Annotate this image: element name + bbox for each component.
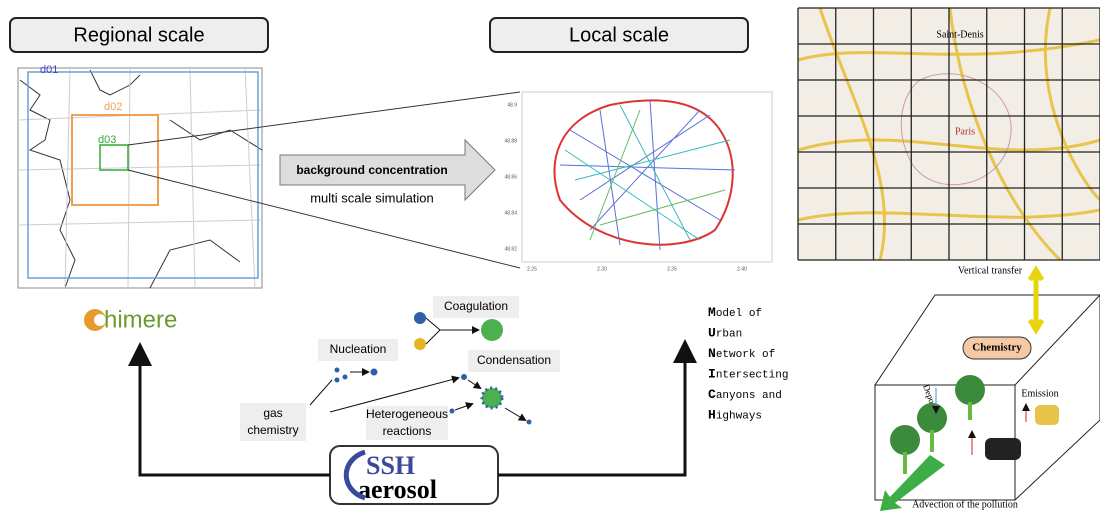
- ssh-label: SSH: [366, 451, 415, 480]
- place: Paris: [955, 126, 975, 137]
- process-box: [366, 406, 448, 440]
- vertical-arrow: [1027, 265, 1045, 335]
- grid: [797, 7, 1100, 261]
- domain-box: [27, 71, 259, 279]
- header: Regional scale: [73, 24, 204, 46]
- process-box: [240, 403, 306, 441]
- flow-arrow: [498, 339, 697, 477]
- particles: [309, 312, 532, 425]
- munich-rest: etwork of: [716, 349, 775, 361]
- munich-rest: ntersecting: [716, 369, 789, 381]
- ssh-label: aerosol: [358, 475, 437, 504]
- ssh-logo: [343, 449, 366, 501]
- chimere-logo: [94, 314, 106, 326]
- process-box: [468, 350, 560, 372]
- transfer-arrow: [279, 138, 496, 202]
- flow-arrow: [128, 342, 330, 477]
- munich-line: Intersecting: [708, 367, 788, 382]
- coastline: [19, 69, 263, 289]
- arrow-caption: multi scale simulation: [310, 190, 434, 205]
- process-label: Condensation: [477, 353, 551, 367]
- box-label: Advection of the pollution: [912, 499, 1018, 510]
- y-tick-label: 48.88: [504, 138, 517, 144]
- domain-label: d01: [40, 64, 58, 76]
- process-label: chemistry: [247, 423, 298, 437]
- munich-initial: C: [708, 387, 716, 402]
- arrow-label: background concentration: [296, 163, 447, 177]
- y-tick-label: 48.84: [504, 210, 517, 216]
- process-box: [318, 339, 398, 361]
- city-outline: [900, 73, 1012, 186]
- process-label: reactions: [383, 424, 432, 438]
- scene: [880, 375, 1059, 511]
- munich-line: Urban: [708, 326, 742, 341]
- munich-line: Network of: [708, 346, 775, 361]
- munich-rest: anyons and: [716, 390, 782, 402]
- map-frame: [17, 67, 263, 289]
- domain-label: d03: [98, 134, 116, 146]
- chimere-label: himere: [104, 306, 177, 333]
- chemistry-box: [962, 336, 1032, 360]
- munich-line: Canyons and: [708, 387, 782, 402]
- munich-initial: I: [708, 367, 716, 382]
- place: Saint-Denis: [936, 29, 983, 40]
- header-box: [489, 17, 749, 53]
- x-tick-label: 2.40: [737, 266, 747, 272]
- box-label: Vertical transfer: [958, 265, 1023, 276]
- y-tick-label: 48.82: [504, 246, 517, 252]
- box-face: [1014, 294, 1100, 502]
- munich-line: Model of: [708, 305, 762, 320]
- domain-box: [71, 114, 159, 206]
- munich-initial: M: [708, 305, 716, 320]
- domain-box: [99, 144, 129, 171]
- y-tick-label: 48.9: [507, 102, 517, 108]
- zoom-line: [127, 169, 521, 269]
- munich-initial: U: [708, 326, 716, 341]
- munich-rest: rban: [716, 328, 742, 340]
- process-label: Heterogeneous: [366, 407, 448, 421]
- x-tick-label: 2.25: [527, 266, 537, 272]
- header: Local scale: [569, 24, 669, 46]
- y-tick-label: 48.86: [504, 174, 517, 180]
- process-label: gas: [263, 406, 282, 420]
- street-network: [553, 99, 736, 251]
- header-box: [9, 17, 269, 53]
- process-box: [433, 296, 519, 318]
- plot-frame: [521, 91, 773, 263]
- process-label: Nucleation: [330, 342, 387, 356]
- domain-label: d02: [104, 101, 122, 113]
- x-tick-label: 2.35: [667, 266, 677, 272]
- munich-rest: ighways: [716, 410, 762, 422]
- box-label: Emission: [1021, 388, 1058, 399]
- process-label: Coagulation: [444, 299, 508, 313]
- munich-initial: N: [708, 346, 716, 361]
- munich-rest: odel of: [716, 308, 762, 320]
- x-tick-label: 2.30: [597, 266, 607, 272]
- zoom-line: [127, 91, 521, 146]
- munich-initial: H: [708, 408, 716, 423]
- munich-line: Highways: [708, 408, 762, 423]
- box-label: Chemistry: [972, 342, 1022, 354]
